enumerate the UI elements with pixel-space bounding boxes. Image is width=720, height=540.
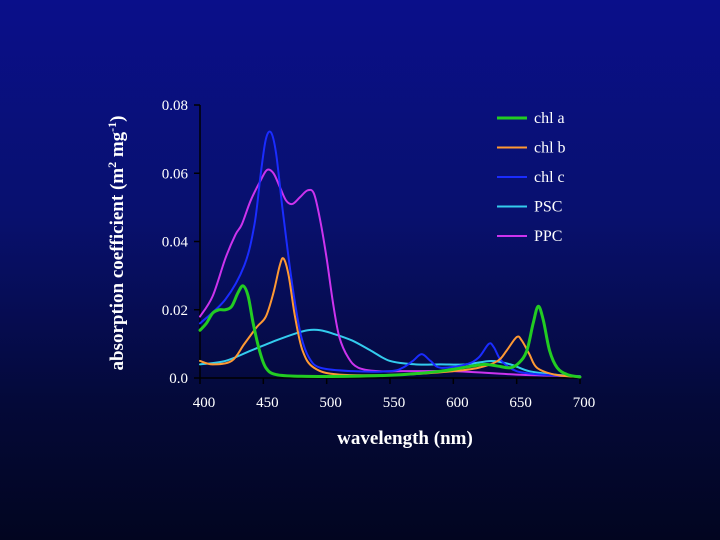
- x-tick-label: 600: [446, 395, 469, 411]
- legend-label-chl-a: chl a: [534, 110, 565, 127]
- legend-label-ppc: PPC: [534, 228, 562, 245]
- legend-label-chl-c: chl c: [534, 169, 565, 186]
- x-tick-label: 400: [193, 395, 216, 411]
- x-tick-label: 500: [319, 395, 342, 411]
- y-tick-label: 0.0: [169, 371, 188, 387]
- series-line-chl-b: [199, 257, 581, 378]
- y-axis-title-mid: mg: [107, 131, 128, 162]
- y-ticks: 0.0 0.02 0.04 0.06 0.08: [162, 98, 200, 387]
- y-axis-title-sup-1: 2: [105, 162, 119, 168]
- y-tick-label: 0.04: [162, 235, 189, 251]
- x-tick-label: 700: [573, 395, 596, 411]
- x-tick-label: 550: [383, 395, 406, 411]
- series-lines: [198, 130, 582, 379]
- x-tick-label: 650: [509, 395, 532, 411]
- x-ticks: 400 450 500 550 600 650 700: [193, 378, 596, 411]
- y-tick-label: 0.06: [162, 166, 189, 182]
- legend-label-chl-b: chl b: [534, 140, 566, 157]
- y-axis-title-end: ): [107, 115, 128, 121]
- x-axis-title: wavelength (nm): [337, 428, 473, 449]
- legend-label-psc: PSC: [534, 199, 562, 216]
- series-line-chl-c: [199, 130, 581, 378]
- y-tick-label: 0.08: [162, 98, 188, 114]
- y-axis-title-main: absorption coefficient (m: [107, 168, 128, 371]
- y-axis-title: absorption coefficient (m2 mg-1): [105, 115, 128, 370]
- y-axis-title-sup-2: -1: [105, 122, 119, 132]
- series-line-psc: [199, 328, 581, 378]
- x-tick-label: 450: [256, 395, 279, 411]
- series-line-chl-a: [198, 284, 582, 379]
- legend: chl a chl b chl c PSC PPC: [497, 110, 566, 245]
- y-tick-label: 0.02: [162, 303, 188, 319]
